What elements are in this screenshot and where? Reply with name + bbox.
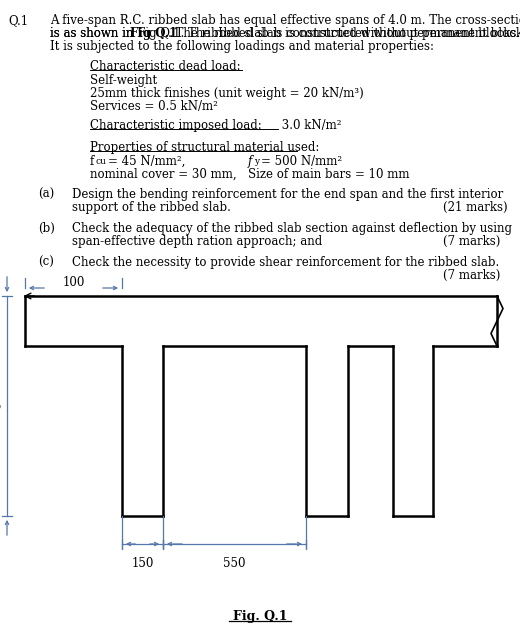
Text: Design the bending reinforcement for the end span and the first interior: Design the bending reinforcement for the… [72, 188, 503, 201]
Text: (b): (b) [38, 222, 55, 235]
Text: is as shown in Fig Q.1. The ribbed slab is constructed without permanent blocks.: is as shown in Fig Q.1. The ribbed slab … [50, 27, 520, 40]
Text: Properties of structural material used:: Properties of structural material used: [90, 141, 319, 154]
Text: = 500 N/mm²: = 500 N/mm² [261, 155, 342, 168]
Text: 100: 100 [62, 276, 85, 289]
Text: Size of main bars = 10 mm: Size of main bars = 10 mm [248, 168, 410, 181]
Text: (a): (a) [38, 188, 54, 201]
Text: support of the ribbed slab.: support of the ribbed slab. [72, 201, 231, 214]
Text: Check the necessity to provide shear reinforcement for the ribbed slab.: Check the necessity to provide shear rei… [72, 256, 499, 269]
Text: (21 marks): (21 marks) [443, 201, 508, 214]
Text: nominal cover = 30 mm,: nominal cover = 30 mm, [90, 168, 237, 181]
Text: (7 marks): (7 marks) [443, 235, 500, 248]
Text: f: f [90, 155, 94, 168]
Text: = 45 N/mm²,: = 45 N/mm², [108, 155, 185, 168]
Text: Fig. Q.1: Fig. Q.1 [233, 610, 287, 623]
Text: Fig Q.1: Fig Q.1 [130, 27, 177, 40]
Text: y: y [254, 157, 259, 166]
Text: A five-span R.C. ribbed slab has equal effective spans of 4.0 m. The cross-secti: A five-span R.C. ribbed slab has equal e… [50, 14, 520, 27]
Text: (c): (c) [38, 256, 54, 269]
Text: 550: 550 [223, 557, 246, 570]
Text: (7 marks): (7 marks) [443, 269, 500, 282]
Text: Characteristic dead load:: Characteristic dead load: [90, 60, 241, 73]
Text: Q.1: Q.1 [8, 14, 28, 27]
Text: Characteristic imposed load:: Characteristic imposed load: [90, 119, 262, 132]
Text: 25mm thick finishes (unit weight = 20 kN/m³): 25mm thick finishes (unit weight = 20 kN… [90, 87, 364, 100]
Text: cu: cu [96, 157, 107, 166]
Text: f: f [248, 155, 252, 168]
Text: It is subjected to the following loadings and material properties:: It is subjected to the following loading… [50, 40, 434, 53]
Text: . The ribbed slab is constructed without permanent blocks.: . The ribbed slab is constructed without… [168, 27, 520, 40]
Text: Self-weight: Self-weight [90, 74, 157, 87]
Text: Services = 0.5 kN/m²: Services = 0.5 kN/m² [90, 100, 218, 113]
Text: 150: 150 [132, 557, 154, 570]
Text: Check the adequacy of the ribbed slab section against deflection by using: Check the adequacy of the ribbed slab se… [72, 222, 512, 235]
Text: is as shown in: is as shown in [50, 27, 137, 40]
Text: 275: 275 [0, 399, 2, 413]
Text: 3.0 kN/m²: 3.0 kN/m² [278, 119, 342, 132]
Text: span-effective depth ration approach; and: span-effective depth ration approach; an… [72, 235, 322, 248]
